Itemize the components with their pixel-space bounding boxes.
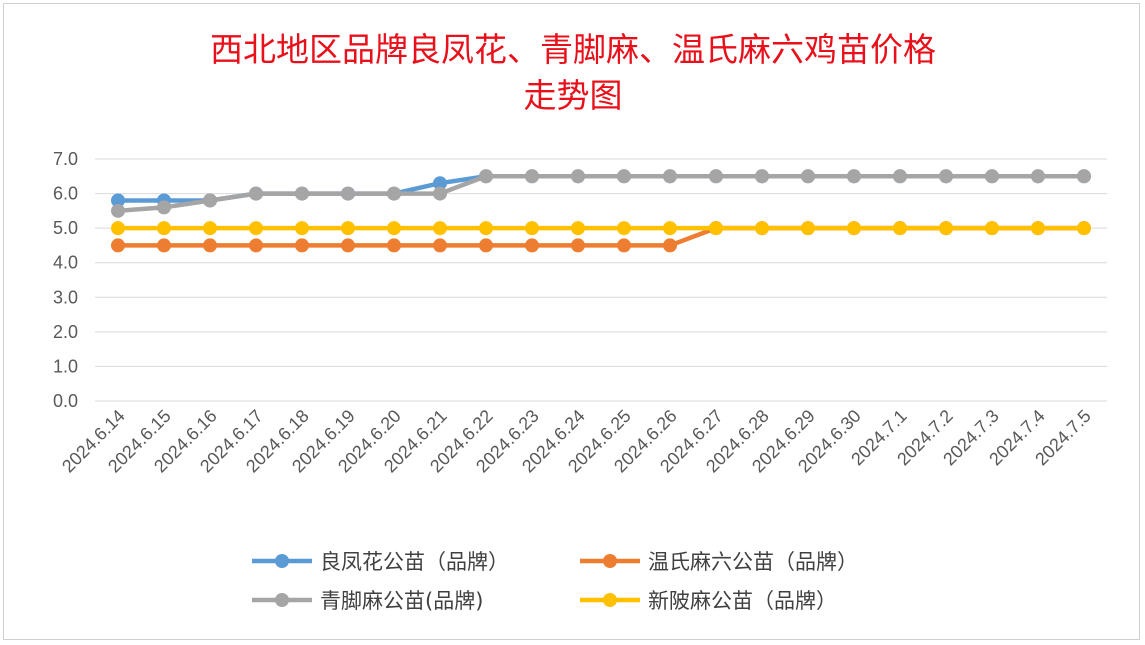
data-point <box>111 221 125 236</box>
data-point <box>801 169 815 184</box>
data-point <box>1031 169 1045 184</box>
data-point <box>111 193 125 208</box>
data-point <box>295 186 309 201</box>
data-point <box>847 169 861 184</box>
data-point <box>295 221 309 236</box>
data-point <box>939 221 953 236</box>
data-point <box>893 169 907 184</box>
legend-item: 青脚麻公苗(品牌) <box>252 589 483 613</box>
data-point <box>157 238 171 253</box>
data-point <box>755 169 769 184</box>
data-point <box>801 221 815 236</box>
x-axis-ticks: 2024.6.142024.6.152024.6.162024.6.172024… <box>58 406 1095 477</box>
y-axis-ticks: 0.0 1.0 2.0 3.0 4.0 5.0 6.0 7.0 <box>53 149 78 411</box>
legend-label: 青脚麻公苗(品牌) <box>320 589 483 613</box>
y-tick-label: 7.0 <box>53 149 78 169</box>
data-point <box>525 238 539 253</box>
series-line <box>118 225 1084 248</box>
data-point <box>341 221 355 236</box>
y-tick-label: 0.0 <box>53 391 78 411</box>
chart-title-line-2: 走势图 <box>524 76 623 115</box>
data-point <box>571 238 585 253</box>
legend: 良凤花公苗（品牌） 温氏麻六公苗（品牌） 青脚麻公苗(品牌) 新陂麻公苗（品牌） <box>252 550 858 613</box>
data-point <box>571 221 585 236</box>
data-point <box>111 238 125 253</box>
legend-swatch-marker <box>603 554 617 568</box>
data-point <box>433 238 447 253</box>
data-point <box>755 221 769 236</box>
data-point <box>617 169 631 184</box>
data-point <box>663 169 677 184</box>
data-point <box>433 176 447 191</box>
data-point <box>249 186 263 201</box>
y-tick-label: 4.0 <box>53 253 78 273</box>
series-2 <box>111 169 1091 218</box>
y-tick-label: 1.0 <box>53 356 78 376</box>
data-point <box>203 193 217 208</box>
series-line <box>117 174 1084 214</box>
data-point <box>341 186 355 201</box>
series-line <box>118 174 1084 203</box>
y-tick-label: 2.0 <box>53 322 78 342</box>
legend-swatch-marker <box>275 554 289 568</box>
legend-item: 温氏麻六公苗（品牌） <box>580 550 858 574</box>
data-point <box>433 186 447 201</box>
y-tick-label: 3.0 <box>53 287 78 307</box>
data-point <box>1077 221 1091 236</box>
legend-swatch-marker <box>275 593 289 607</box>
data-point <box>663 221 677 236</box>
data-point <box>525 221 539 236</box>
data-point <box>663 238 677 253</box>
data-point <box>985 221 999 236</box>
series-lines <box>111 169 1091 253</box>
data-point <box>249 238 263 253</box>
legend-label: 温氏麻六公苗（品牌） <box>648 550 858 574</box>
legend-swatch-marker <box>603 593 617 607</box>
legend-item: 良凤花公苗（品牌） <box>252 550 509 574</box>
legend-label: 新陂麻公苗（品牌） <box>648 589 837 613</box>
data-point <box>939 169 953 184</box>
legend-label: 良凤花公苗（品牌） <box>320 550 509 574</box>
legend-item: 新陂麻公苗（品牌） <box>580 589 837 613</box>
data-point <box>203 238 217 253</box>
data-point <box>479 221 493 236</box>
y-tick-label: 6.0 <box>53 184 78 204</box>
data-point <box>111 203 125 218</box>
data-point <box>295 238 309 253</box>
series-3 <box>111 221 1091 236</box>
data-point <box>157 221 171 236</box>
data-point <box>617 221 631 236</box>
data-point <box>847 221 861 236</box>
data-point <box>249 221 263 236</box>
data-point <box>525 169 539 184</box>
data-point <box>387 221 401 236</box>
data-point <box>709 169 723 184</box>
data-point <box>387 238 401 253</box>
data-point <box>709 221 723 236</box>
data-point <box>571 169 585 184</box>
data-point <box>433 221 447 236</box>
chart-frame <box>3 3 1140 640</box>
data-point <box>479 238 493 253</box>
data-point <box>157 200 171 215</box>
data-point <box>203 221 217 236</box>
data-point <box>985 169 999 184</box>
data-point <box>1077 169 1091 184</box>
chart-title-line-1: 西北地区品牌良凤花、青脚麻、温氏麻六鸡苗价格 <box>210 30 936 69</box>
data-point <box>387 186 401 201</box>
data-point <box>1031 221 1045 236</box>
data-point <box>341 238 355 253</box>
data-point <box>893 221 907 236</box>
data-point <box>617 238 631 253</box>
data-point <box>479 169 493 184</box>
y-tick-label: 5.0 <box>53 218 78 238</box>
